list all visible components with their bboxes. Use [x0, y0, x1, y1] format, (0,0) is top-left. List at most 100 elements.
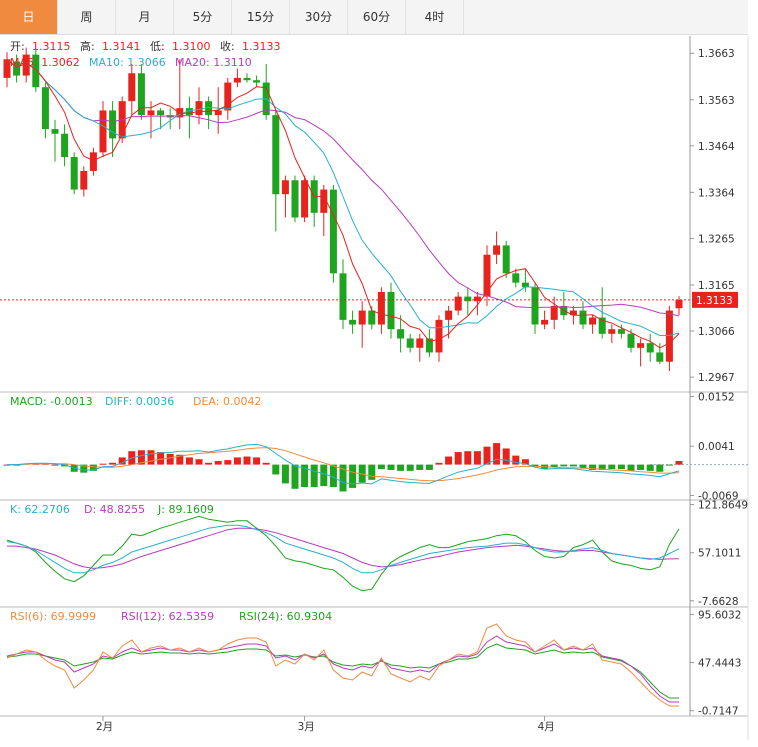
- macd-bar: [339, 464, 347, 492]
- macd-bar: [627, 464, 635, 471]
- macd-bar: [61, 464, 69, 467]
- kdj-label: K: 62.2706: [10, 503, 70, 516]
- candle-body: [589, 317, 597, 325]
- candle-body: [22, 54, 30, 76]
- macd-bar: [579, 464, 587, 469]
- macd-bar: [598, 464, 606, 470]
- macd-bar: [646, 464, 654, 471]
- rsi12-line: [6, 635, 679, 703]
- tab-30min[interactable]: 30分: [290, 0, 348, 34]
- macd-bar: [291, 464, 299, 489]
- tab-month[interactable]: 月: [116, 0, 174, 34]
- macd-bar: [301, 464, 309, 488]
- candle-body: [349, 319, 357, 325]
- tab-5min[interactable]: 5分: [174, 0, 232, 34]
- macd-bar: [51, 464, 59, 466]
- tab-15min[interactable]: 15分: [232, 0, 290, 34]
- candle-body: [233, 77, 241, 83]
- candle-body: [70, 156, 78, 190]
- candle-body: [32, 54, 40, 88]
- macd-bar: [214, 461, 222, 465]
- candle-body: [637, 343, 645, 348]
- price-tick-label: 1.2967: [698, 372, 735, 384]
- tab-week[interactable]: 周: [58, 0, 116, 34]
- candle-body: [272, 115, 280, 195]
- macd-bar: [262, 462, 270, 465]
- ohlc-value: 1.3141: [102, 40, 141, 53]
- candle-body: [435, 319, 443, 353]
- candle-body: [617, 329, 625, 334]
- tab-60min[interactable]: 60分: [348, 0, 406, 34]
- candle-body: [377, 291, 385, 325]
- rsi-tick-label: 95.6032: [698, 609, 741, 621]
- macd-bar: [310, 464, 318, 488]
- candle-body: [51, 129, 59, 134]
- time-tick-label: 3月: [298, 721, 315, 733]
- time-tick-label: 4月: [538, 721, 555, 733]
- candle-body: [454, 296, 462, 311]
- macd-bar: [608, 464, 616, 470]
- ohlc-label: 高:: [80, 39, 95, 53]
- candle-body: [541, 319, 549, 325]
- macd-bar: [675, 461, 683, 465]
- macd-bar: [502, 448, 510, 465]
- candle-body: [61, 133, 69, 157]
- price-tick-label: 1.3265: [698, 233, 735, 245]
- candle-body: [205, 101, 213, 116]
- candle-body: [646, 343, 654, 353]
- candle-body: [445, 310, 453, 320]
- macd-bar: [243, 456, 251, 465]
- rsi24-line: [6, 643, 679, 699]
- macd-bar: [589, 464, 597, 470]
- tab-4hour[interactable]: 4时: [406, 0, 464, 34]
- candle-body: [521, 282, 529, 288]
- macd-bar: [99, 463, 107, 465]
- macd-label: DEA: 0.0042: [193, 395, 261, 408]
- ma20-line: [6, 58, 680, 317]
- price-tick-label: 1.3066: [698, 326, 735, 338]
- macd-bar: [137, 450, 145, 465]
- candle-body: [397, 329, 405, 339]
- tab-day[interactable]: 日: [0, 0, 58, 34]
- candle-body: [99, 110, 107, 153]
- candle-body: [89, 152, 97, 171]
- rsi-label: RSI(6): 69.9999: [10, 610, 96, 623]
- rsi-label: RSI(24): 60.9304: [239, 610, 332, 623]
- macd-tick-label: 0.0152: [698, 391, 735, 403]
- macd-bar: [560, 464, 568, 467]
- ma-label: MA10: 1.3066: [89, 56, 166, 69]
- period-tabs: 日 周 月 5分 15分 30分 60分 4时: [0, 0, 748, 35]
- candle-body: [243, 77, 251, 81]
- candle-body: [147, 110, 155, 116]
- macd-bar: [483, 446, 491, 465]
- candle-body: [185, 108, 193, 116]
- candle-body: [358, 310, 366, 325]
- price-tick-label: 1.3663: [698, 48, 735, 60]
- macd-bar: [397, 464, 405, 471]
- candle-body: [301, 180, 309, 218]
- macd-bar: [185, 457, 193, 465]
- macd-bar: [118, 457, 126, 465]
- macd-bar: [272, 464, 280, 475]
- candle-body: [291, 180, 299, 218]
- macd-bar: [89, 464, 97, 471]
- candle-body: [665, 310, 673, 362]
- candle-body: [579, 310, 587, 325]
- macd-bar: [473, 451, 481, 465]
- candle-body: [598, 317, 606, 334]
- ohlc-label: 收:: [220, 39, 235, 53]
- macd-bar: [665, 464, 673, 466]
- macd-bar: [454, 452, 462, 465]
- macd-bar: [147, 450, 155, 465]
- macd-bar: [41, 463, 49, 465]
- kdj-tick-label: -7.6628: [698, 596, 739, 608]
- macd-bar: [281, 464, 289, 484]
- candle-body: [473, 296, 481, 302]
- ohlc-value: 1.3100: [172, 40, 211, 53]
- rsi6-line: [6, 623, 679, 707]
- macd-bar: [512, 455, 520, 465]
- candle-body: [569, 310, 577, 316]
- candle-body: [502, 245, 510, 274]
- candle-body: [281, 180, 289, 195]
